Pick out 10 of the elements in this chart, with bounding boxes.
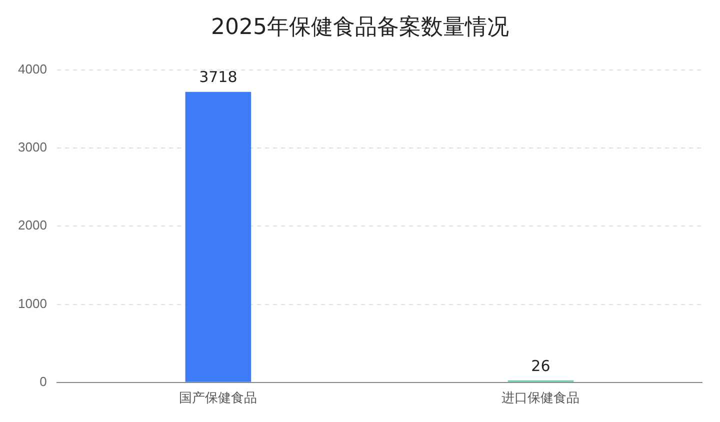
x-tick-label: 进口保健食品 — [502, 390, 580, 405]
y-tick-label: 0 — [40, 374, 47, 389]
data-label: 3718 — [199, 68, 238, 86]
y-tick-label: 4000 — [18, 61, 47, 76]
x-tick-label: 国产保健食品 — [179, 390, 258, 405]
data-label: 26 — [531, 356, 550, 375]
y-tick-label: 3000 — [18, 140, 47, 155]
chart-title: 2025年保健食品备案数量情况 — [210, 14, 510, 42]
y-tick-label: 2000 — [18, 218, 47, 233]
y-tick-label: 1000 — [18, 296, 47, 311]
